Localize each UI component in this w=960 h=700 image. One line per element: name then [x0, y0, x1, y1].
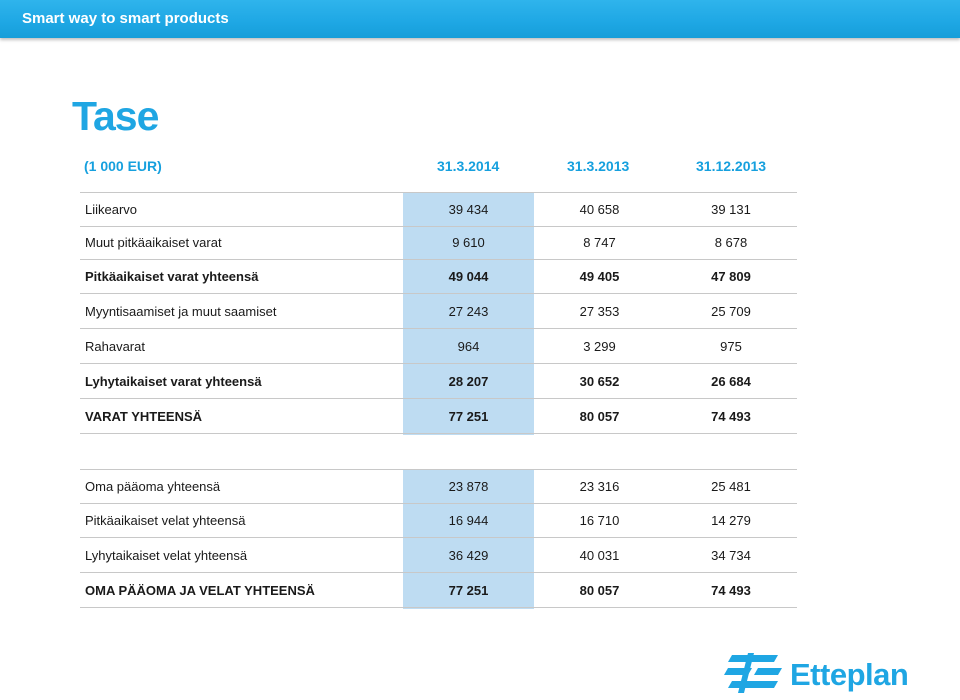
row-label: Pitkäaikaiset varat yhteensä	[85, 269, 259, 284]
table-row: Liikearvo 39 434 40 658 39 131	[80, 192, 797, 227]
table-row: Oma pääoma yhteensä 23 878 23 316 25 481	[80, 469, 797, 504]
row-label: VARAT YHTEENSÄ	[85, 409, 203, 424]
row-label: Pitkäaikaiset velat yhteensä	[85, 513, 246, 528]
value-31-12-2013: 74 493	[711, 409, 751, 424]
value-31-3-2014: 23 878	[448, 479, 489, 494]
value-31-12-2013: 39 131	[711, 202, 751, 217]
top-banner: Smart way to smart products	[0, 0, 960, 38]
table-row: Lyhytaikaiset velat yhteensä 36 429 40 0…	[80, 539, 797, 573]
row-label: Muut pitkäaikaiset varat	[85, 235, 222, 250]
table-row: Myyntisaamiset ja muut saamiset 27 243 2…	[80, 295, 797, 329]
value-31-12-2013: 975	[720, 339, 742, 354]
table-row-total: VARAT YHTEENSÄ 77 251 80 057 74 493	[80, 400, 797, 434]
table-row: Rahavarat 964 3 299 975	[80, 330, 797, 364]
value-31-3-2013: 30 652	[579, 374, 620, 389]
value-31-3-2014: 39 434	[448, 202, 489, 217]
value-31-3-2013: 27 353	[579, 304, 620, 319]
logo-text: Etteplan	[790, 657, 909, 692]
header-col-1: 31.3.2014	[437, 158, 500, 174]
row-label: Rahavarat	[85, 339, 145, 354]
row-label: Lyhytaikaiset velat yhteensä	[85, 548, 248, 563]
row-label: OMA PÄÄOMA JA VELAT YHTEENSÄ	[85, 583, 315, 598]
table-row-total: OMA PÄÄOMA JA VELAT YHTEENSÄ 77 251 80 0…	[80, 574, 797, 608]
table-row: Pitkäaikaiset velat yhteensä 16 944 16 7…	[80, 504, 797, 538]
etteplan-logo: Etteplan	[724, 651, 934, 697]
value-31-3-2014: 77 251	[448, 583, 489, 598]
value-31-3-2013: 3 299	[583, 339, 616, 354]
value-31-12-2013: 26 684	[711, 374, 751, 389]
highlight-column-assets	[403, 192, 534, 435]
value-31-3-2014: 49 044	[448, 269, 489, 284]
row-label: Lyhytaikaiset varat yhteensä	[85, 374, 262, 389]
value-31-3-2013: 23 316	[579, 479, 620, 494]
row-label: Liikearvo	[85, 202, 138, 217]
banner-text: Smart way to smart products	[22, 10, 229, 27]
value-31-3-2014: 27 243	[448, 304, 489, 319]
value-31-12-2013: 8 678	[714, 235, 748, 250]
value-31-3-2014: 9 610	[452, 235, 485, 250]
value-31-3-2013: 80 057	[579, 409, 620, 424]
row-label: Oma pääoma yhteensä	[85, 479, 221, 494]
page-title: Tase	[72, 93, 159, 139]
table-row: Muut pitkäaikaiset varat 9 610 8 747 8 6…	[80, 226, 797, 260]
highlight-column-liabilities	[403, 469, 534, 609]
table-row-subtotal: Pitkäaikaiset varat yhteensä 49 044 49 4…	[80, 260, 797, 294]
value-31-12-2013: 74 493	[711, 583, 751, 598]
value-31-12-2013: 25 481	[711, 479, 751, 494]
table-row-subtotal: Lyhytaikaiset varat yhteensä 28 207 30 6…	[80, 365, 797, 399]
value-31-3-2013: 49 405	[579, 269, 620, 284]
value-31-3-2014: 964	[457, 339, 480, 354]
value-31-3-2013: 40 031	[579, 548, 620, 563]
header-col-3: 31.12.2013	[696, 158, 767, 174]
value-31-3-2013: 80 057	[579, 583, 620, 598]
value-31-12-2013: 25 709	[711, 304, 751, 319]
header-col-2: 31.3.2013	[567, 158, 630, 174]
value-31-3-2013: 8 747	[583, 235, 616, 250]
value-31-12-2013: 47 809	[711, 269, 751, 284]
value-31-12-2013: 34 734	[711, 548, 751, 563]
value-31-3-2014: 28 207	[448, 374, 489, 389]
value-31-3-2013: 16 710	[579, 513, 620, 528]
header-unit: (1 000 EUR)	[84, 158, 162, 174]
row-label: Myyntisaamiset ja muut saamiset	[85, 304, 277, 319]
value-31-3-2014: 77 251	[448, 409, 489, 424]
value-31-3-2013: 40 658	[579, 202, 620, 217]
value-31-3-2014: 36 429	[448, 548, 489, 563]
etteplan-logo-icon	[724, 653, 782, 693]
value-31-3-2014: 16 944	[448, 513, 489, 528]
value-31-12-2013: 14 279	[711, 513, 751, 528]
